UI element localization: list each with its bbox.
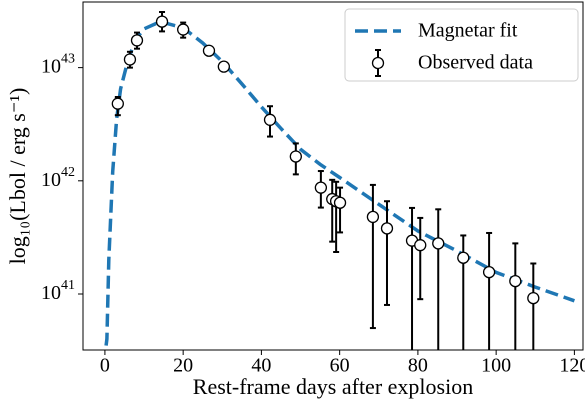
legend-box	[344, 8, 579, 82]
data-point	[482, 265, 496, 279]
legend: Magnetar fit Observed data	[344, 8, 579, 82]
data-point	[527, 291, 540, 305]
axes-frame	[82, 1, 584, 351]
legend-label: Observed data	[418, 52, 533, 74]
data-point	[414, 239, 427, 252]
data-point	[202, 44, 216, 57]
x-tick-label: 20	[173, 355, 193, 377]
y-tick-label: 1043	[41, 52, 75, 77]
data-point	[289, 150, 302, 163]
data-point	[217, 60, 230, 73]
data-point	[457, 251, 470, 264]
x-axis-label: Rest-frame days after explosion	[193, 374, 473, 399]
data-point	[366, 210, 380, 224]
x-tick-label: 0	[100, 355, 110, 377]
y-tick-label: 1041	[41, 278, 75, 303]
x-tick-label: 120	[559, 355, 585, 377]
x-tick-label: 100	[481, 355, 511, 377]
data-point	[123, 53, 137, 66]
y-axis-label: log₁₀(Lbol / erg s⁻¹)	[5, 88, 30, 265]
data-point	[333, 196, 347, 209]
legend-swatch	[371, 56, 385, 70]
data-point	[155, 15, 169, 28]
data-point	[432, 237, 445, 250]
data-point	[111, 97, 124, 110]
data-point	[509, 274, 522, 288]
x-tick-label: 40	[251, 355, 271, 377]
x-tick-label: 80	[408, 355, 428, 377]
data-point	[177, 23, 190, 36]
x-tick-label: 60	[330, 355, 350, 377]
plot-area	[104, 11, 575, 350]
y-tick-label: 1042	[41, 165, 75, 190]
data-point	[380, 222, 394, 235]
legend-label: Magnetar fit	[418, 20, 518, 42]
data-point	[130, 34, 144, 47]
data-point	[263, 113, 277, 126]
data-point	[314, 181, 328, 194]
